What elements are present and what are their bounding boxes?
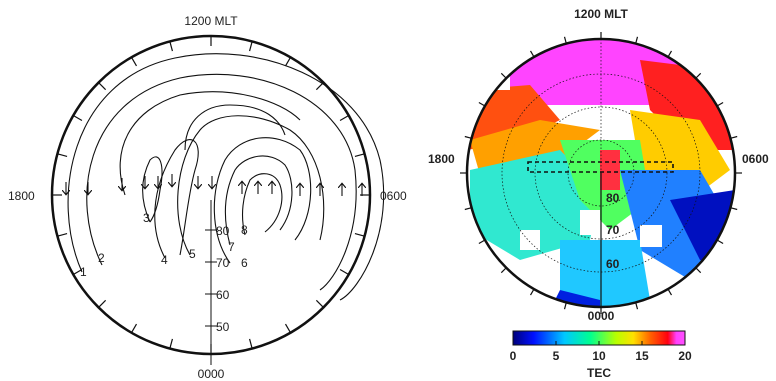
contour-6 (213, 137, 312, 264)
contour-4 (154, 139, 199, 259)
selection-box (527, 161, 674, 173)
hour-tick (57, 232, 68, 237)
left-noon-label: 1200 MLT (184, 14, 238, 28)
hour-tick (169, 338, 174, 349)
data-gap (640, 225, 662, 247)
contour-3 (142, 156, 163, 223)
hour-tick (339, 114, 349, 122)
contour-label-5: 5 (189, 247, 196, 261)
contour-label-2: 2 (98, 251, 105, 265)
hour-tick (695, 267, 702, 274)
hour-tick (635, 302, 639, 310)
left-dusk-label: 1800 (8, 189, 35, 203)
hour-tick (500, 72, 507, 79)
contour-upper-inner (184, 104, 286, 151)
contour-label-7: 7 (228, 240, 235, 254)
data-gap (520, 230, 540, 250)
hour-tick (464, 207, 472, 211)
right-latitude-label-80: 80 (606, 191, 620, 205)
contour-label-4: 4 (161, 253, 168, 267)
hour-tick (73, 114, 83, 122)
contour-5 (177, 115, 325, 256)
latitude-ticks (205, 229, 217, 327)
hour-tick (98, 299, 107, 308)
hour-tick (730, 207, 738, 211)
contour-upper-lobe (119, 91, 301, 196)
colorbar-tick-10: 10 (592, 349, 606, 363)
hour-tick (529, 288, 535, 296)
colorbar-title: TEC (587, 366, 611, 380)
tec-region-orange (467, 85, 560, 150)
hour-tick (248, 338, 253, 349)
colorbar-ticks (555, 341, 643, 345)
contour-7 (224, 155, 293, 246)
hour-tick (248, 41, 253, 52)
hour-tick (354, 153, 365, 158)
right-dawn-label: 0600 (742, 152, 769, 166)
colorbar-tick-15: 15 (635, 349, 649, 363)
hour-tick (695, 72, 702, 79)
right-latitude-label-60: 60 (606, 257, 620, 271)
hour-tick (478, 239, 486, 245)
colorbar-tick-20: 20 (678, 349, 692, 363)
colorbar-tick-0: 0 (510, 349, 517, 363)
hour-tick (478, 101, 486, 107)
contour-8 (241, 173, 283, 236)
hour-tick (354, 232, 365, 237)
right-noon-label: 1200 MLT (574, 7, 628, 21)
hour-tick (57, 153, 68, 158)
tec-region-lightblue (560, 240, 650, 307)
right-midnight-label: 0000 (588, 309, 615, 323)
latitude-label-80: 80 (216, 224, 230, 238)
convection-contours (67, 53, 385, 301)
hour-tick (716, 101, 724, 107)
flow-arrows (66, 174, 362, 196)
hour-tick (563, 36, 567, 44)
left-polar-diagram: 80 70 60 50 1 2 3 4 5 6 7 8 1200 MLT 000… (8, 14, 407, 381)
right-dusk-label: 1800 (428, 152, 455, 166)
hour-tick (284, 57, 292, 67)
right-latitude-label-70: 70 (606, 223, 620, 237)
hour-tick (73, 268, 83, 276)
right-tick-marks (460, 32, 742, 314)
contour-label-8: 8 (241, 223, 248, 237)
hour-tick (635, 36, 639, 44)
colorbar-tick-5: 5 (553, 349, 560, 363)
colorbar: 0 5 10 15 20 TEC (510, 330, 692, 380)
contour-label-3: 3 (143, 211, 150, 225)
tec-colormap (467, 39, 735, 307)
hour-tick (730, 135, 738, 139)
left-dawn-label: 0600 (380, 189, 407, 203)
left-midnight-label: 0000 (198, 367, 225, 381)
hour-tick (464, 135, 472, 139)
contour-2 (86, 73, 357, 291)
right-tec-map: 80 70 60 1200 MLT 0000 1800 0600 0 5 10 … (428, 7, 769, 380)
hour-tick (315, 299, 324, 308)
contour-label-1: 1 (80, 265, 87, 279)
contour-1 (67, 53, 385, 301)
latitude-label-60: 60 (216, 288, 230, 302)
hour-tick (667, 288, 673, 296)
hour-tick (529, 50, 535, 58)
hour-tick (98, 82, 107, 91)
data-gap (580, 210, 600, 235)
hour-tick (339, 268, 349, 276)
latitude-label-70: 70 (216, 256, 230, 270)
hour-tick (130, 323, 138, 333)
data-gap (470, 60, 510, 90)
hour-tick (500, 267, 507, 274)
tec-region-cyan (470, 150, 600, 260)
hour-tick (130, 57, 138, 67)
hour-tick (169, 41, 174, 52)
contour-label-6: 6 (241, 256, 248, 270)
hour-tick (716, 239, 724, 245)
hour-tick (563, 302, 567, 310)
latitude-label-50: 50 (216, 320, 230, 334)
hour-tick (284, 323, 292, 333)
tec-region-central (600, 150, 620, 190)
hour-tick (667, 50, 673, 58)
